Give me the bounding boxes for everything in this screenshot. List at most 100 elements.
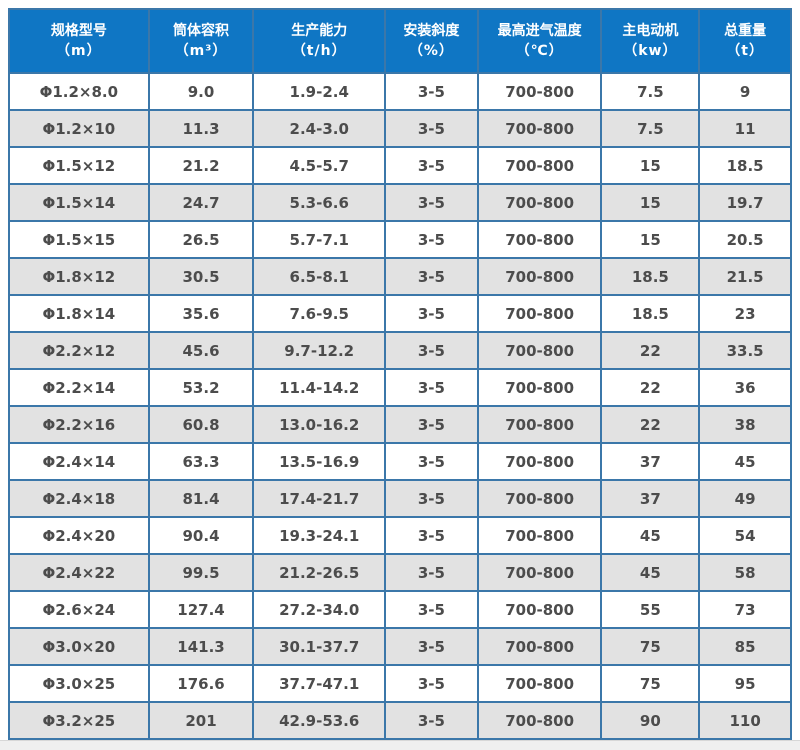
table-cell: 85 [698,627,792,666]
table-row-15: Φ3.0×20 141.3 30.1-37.7 3-5 700-800 75 85 [8,627,792,666]
table-cell: 21.2 [147,146,255,185]
table-cell: 75 [600,664,701,703]
table-row-5: Φ1.8×12 30.5 6.5-8.1 3-5 700-800 18.5 21.5 [8,257,792,296]
table-cell: 3-5 [384,368,479,407]
table-cell: 700-800 [476,146,603,185]
table-cell: 35.6 [147,294,255,333]
table-cell: 30.5 [147,257,255,296]
table-cell: 700-800 [476,627,603,666]
table-cell: 110 [698,701,792,740]
table-cell: Φ1.2×10 [8,109,150,148]
table-cell: 54 [698,516,792,555]
table-cell: 11.3 [147,109,255,148]
column-header-0: 规格型号 （m） [8,8,150,74]
table-cell: 700-800 [476,294,603,333]
table-body: Φ1.2×8.0 9.0 1.9-2.4 3-5 700-800 7.5 9 Φ1.2×10 1… [8,72,792,740]
table-cell: 700-800 [476,72,603,111]
table-cell: 58 [698,553,792,592]
table-cell: 700-800 [476,516,603,555]
table-cell: 42.9-53.6 [252,701,387,740]
table-cell: 19.7 [698,183,792,222]
table-cell: 3-5 [384,479,479,518]
table-cell: 3-5 [384,331,479,370]
table-cell: 700-800 [476,257,603,296]
table-row-9: Φ2.2×16 60.8 13.0-16.2 3-5 700-800 22 38 [8,405,792,444]
table-cell: 9.7-12.2 [252,331,387,370]
table-cell: 3-5 [384,257,479,296]
column-title: 规格型号 [50,22,107,39]
table-cell: Φ1.5×15 [8,220,150,259]
table-cell: 99.5 [147,553,255,592]
table-row-10: Φ2.4×14 63.3 13.5-16.9 3-5 700-800 37 45 [8,442,792,481]
column-title: 总重量 [724,22,767,39]
table-cell: 5.3-6.6 [252,183,387,222]
table-cell: 37 [600,442,701,481]
table-cell: 21.5 [698,257,792,296]
table-cell: 90 [600,701,701,740]
table-cell: 3-5 [384,701,479,740]
table-cell: 3-5 [384,183,479,222]
table-cell: 3-5 [384,294,479,333]
table-cell: 60.8 [147,405,255,444]
table-cell: 11.4-14.2 [252,368,387,407]
table-cell: 3-5 [384,590,479,629]
table-cell: 3-5 [384,664,479,703]
table-cell: 700-800 [476,701,603,740]
column-unit: （t/h） [291,43,347,59]
table-cell: 700-800 [476,442,603,481]
table-cell: 18.5 [600,294,701,333]
table-cell: 30.1-37.7 [252,627,387,666]
table-cell: 3-5 [384,553,479,592]
table-cell: Φ1.5×12 [8,146,150,185]
column-unit: （t） [726,43,764,59]
table-cell: Φ1.8×12 [8,257,150,296]
table-cell: 49 [698,479,792,518]
table-cell: Φ2.2×12 [8,331,150,370]
table-row-6: Φ1.8×14 35.6 7.6-9.5 3-5 700-800 18.5 23 [8,294,792,333]
table-cell: 55 [600,590,701,629]
column-unit: （m³） [174,43,228,59]
table-cell: Φ2.2×16 [8,405,150,444]
column-title: 安装斜度 [403,22,460,39]
table-cell: 1.9-2.4 [252,72,387,111]
table-cell: 13.0-16.2 [252,405,387,444]
table-cell: 3-5 [384,72,479,111]
table-header: 规格型号 （m） 筒体容积 （m³） 生产能力 （t/h） 安装斜度 （%） 最高进气温度 （℃）… [8,8,792,74]
table-cell: 15 [600,146,701,185]
table-cell: 75 [600,627,701,666]
table-cell: 45 [698,442,792,481]
table-cell: 20.5 [698,220,792,259]
spec-table: 规格型号 （m） 筒体容积 （m³） 生产能力 （t/h） 安装斜度 （%） 最高进气温度 （℃）… [8,8,792,740]
table-cell: 36 [698,368,792,407]
table-cell: Φ2.4×14 [8,442,150,481]
table-cell: 3-5 [384,220,479,259]
table-cell: Φ2.4×22 [8,553,150,592]
table-cell: Φ3.2×25 [8,701,150,740]
column-unit: （kw） [623,43,678,59]
table-cell: 38 [698,405,792,444]
column-title: 主电动机 [622,22,679,39]
table-row-3: Φ1.5×14 24.7 5.3-6.6 3-5 700-800 15 19.7 [8,183,792,222]
table-cell: 95 [698,664,792,703]
table-cell: 7.5 [600,109,701,148]
table-cell: 127.4 [147,590,255,629]
table-cell: 81.4 [147,479,255,518]
table-cell: 18.5 [698,146,792,185]
table-cell: 700-800 [476,479,603,518]
table-cell: 700-800 [476,590,603,629]
table-cell: 700-800 [476,553,603,592]
table-row-4: Φ1.5×15 26.5 5.7-7.1 3-5 700-800 15 20.5 [8,220,792,259]
table-cell: Φ1.5×14 [8,183,150,222]
table-cell: Φ2.6×24 [8,590,150,629]
table-cell: Φ1.8×14 [8,294,150,333]
table-cell: 22 [600,405,701,444]
table-cell: 700-800 [476,109,603,148]
table-cell: 201 [147,701,255,740]
table-row-2: Φ1.5×12 21.2 4.5-5.7 3-5 700-800 15 18.5 [8,146,792,185]
table-cell: 700-800 [476,220,603,259]
table-cell: 17.4-21.7 [252,479,387,518]
table-cell: 18.5 [600,257,701,296]
table-row-1: Φ1.2×10 11.3 2.4-3.0 3-5 700-800 7.5 11 [8,109,792,148]
table-cell: 27.2-34.0 [252,590,387,629]
